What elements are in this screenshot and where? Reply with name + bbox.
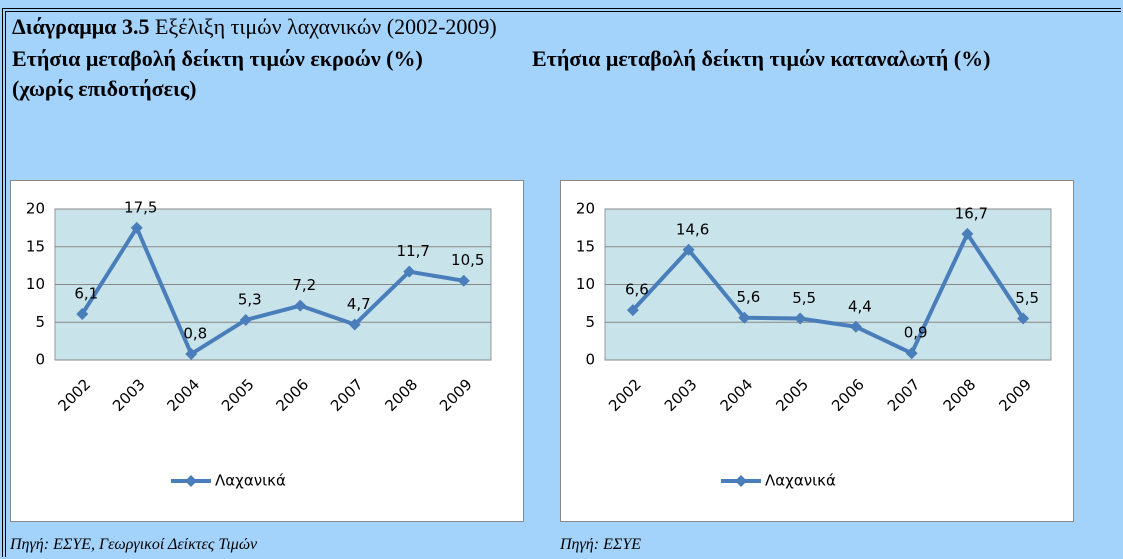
x-tick-label: 2005 <box>218 375 258 415</box>
x-tick-label: 2008 <box>382 375 422 415</box>
y-tick-label: 20 <box>576 200 595 218</box>
chart-title: Ετήσια μεταβολή δείκτη τιμών εκροών (%) <box>12 46 423 71</box>
data-point <box>1017 312 1030 325</box>
y-tick-label: 5 <box>585 313 595 331</box>
y-tick-label: 20 <box>26 200 45 218</box>
data-label: 16,7 <box>955 204 988 222</box>
data-label: 4,4 <box>848 297 872 315</box>
series-line <box>80 225 465 356</box>
figure-label: Διάγραμμα 3.5 <box>12 14 150 39</box>
x-tick-label: 2002 <box>605 375 645 415</box>
frame <box>2 8 1121 557</box>
x-tick-label: 2003 <box>661 375 701 415</box>
data-point <box>905 347 918 360</box>
y-tick-label: 15 <box>576 237 595 255</box>
data-label: 4,7 <box>347 295 371 313</box>
source-note: Πηγή: ΕΣΥΕ <box>560 536 642 553</box>
series-line <box>631 231 1025 356</box>
data-point <box>626 304 639 317</box>
data-label: 11,7 <box>397 242 430 260</box>
data-label: 7,2 <box>292 276 316 294</box>
x-tick-label: 2008 <box>940 375 980 415</box>
legend-marker <box>735 475 747 487</box>
data-label: 5,3 <box>238 290 262 308</box>
chart-subtitle: (χωρίς επιδοτήσεις) <box>12 76 197 101</box>
data-label: 0,9 <box>904 324 928 342</box>
data-point <box>403 265 416 278</box>
data-label: 17,5 <box>124 198 157 216</box>
x-tick-label: 2009 <box>436 375 476 415</box>
data-point <box>185 347 198 360</box>
data-point <box>738 311 751 324</box>
data-point <box>794 312 807 325</box>
y-tick-label: 5 <box>35 313 45 331</box>
x-tick-label: 2009 <box>995 375 1035 415</box>
data-label: 5,5 <box>792 289 816 307</box>
data-label: 14,6 <box>676 220 709 238</box>
data-label: 6,1 <box>74 284 98 302</box>
x-tick-label: 2007 <box>884 375 924 415</box>
data-point <box>130 221 143 234</box>
data-point <box>239 313 252 326</box>
x-tick-label: 2004 <box>717 375 757 415</box>
data-label: 6,6 <box>625 281 649 299</box>
figure-title: Εξέλιξη τιμών λαχανικών (2002-2009) <box>154 14 497 39</box>
data-label: 10,5 <box>451 251 484 269</box>
x-tick-label: 2006 <box>273 375 313 415</box>
y-tick-label: 10 <box>26 275 45 293</box>
legend-label: Λαχανικά <box>765 472 836 490</box>
y-tick-label: 0 <box>585 351 595 369</box>
data-point <box>457 274 470 287</box>
y-tick-label: 10 <box>576 275 595 293</box>
chart: 0 5 10 15 20 2002 2003 2004 2005 2006 2007 2008 2009… <box>560 180 1074 522</box>
x-tick-label: 2007 <box>327 375 367 415</box>
left-heading: Ετήσια μεταβολή δείκτη τιμών εκροών (%) … <box>12 44 537 104</box>
data-point <box>682 243 695 256</box>
x-tick-label: 2005 <box>772 375 812 415</box>
legend-label: Λαχανικά <box>215 472 286 490</box>
x-tick-label: 2004 <box>164 375 204 415</box>
source-note: Πηγή: ΕΣΥΕ, Γεωργικοί Δείκτες Τιμών <box>10 536 258 553</box>
data-label: 5,5 <box>1015 289 1039 307</box>
y-tick-label: 0 <box>35 351 45 369</box>
legend-marker <box>185 475 197 487</box>
chart: 0 5 10 15 20 2002 2003 2004 2005 2006 2007 2008 2009… <box>10 180 524 522</box>
x-tick-label: 2003 <box>109 375 149 415</box>
x-tick-label: 2006 <box>828 375 868 415</box>
data-point <box>294 299 307 312</box>
data-point <box>849 320 862 333</box>
data-point <box>961 227 974 240</box>
data-point <box>348 318 361 331</box>
data-label: 5,6 <box>736 288 760 306</box>
x-tick-label: 2002 <box>55 375 95 415</box>
data-point <box>76 307 89 320</box>
y-tick-label: 15 <box>26 237 45 255</box>
figure-header: Διάγραμμα 3.5 Εξέλιξη τιμών λαχανικών (2… <box>12 14 497 40</box>
chart-title: Ετήσια μεταβολή δείκτη τιμών καταναλωτή … <box>532 46 991 71</box>
data-label: 0,8 <box>183 324 207 342</box>
